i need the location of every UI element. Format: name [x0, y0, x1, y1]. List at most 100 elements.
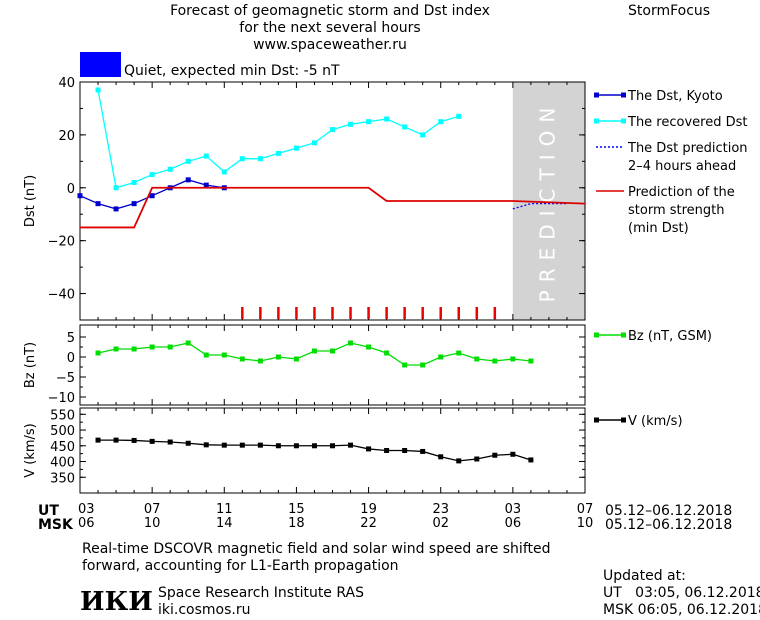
msk-label: MSK: [38, 517, 73, 533]
data-point: [203, 182, 209, 188]
status-text: Quiet, expected min Dst: -5 nT: [124, 63, 340, 79]
data-point: [420, 132, 426, 138]
data-point: [456, 458, 462, 464]
panel-frame: [79, 324, 586, 406]
ut-tick-label: 15: [288, 502, 305, 517]
data-point: [185, 340, 191, 346]
y-tick-label: −10: [48, 391, 75, 406]
ut-tick-label: 19: [360, 502, 377, 517]
data-point: [311, 348, 317, 354]
y-tick-label: 550: [50, 408, 75, 423]
data-point: [149, 344, 155, 350]
data-point: [275, 150, 281, 156]
bz-panel: 5 0 −5 −10 Bz (nT): [23, 324, 586, 406]
data-point: [528, 358, 534, 364]
data-point: [348, 442, 354, 448]
data-point: [510, 451, 516, 457]
data-point: [257, 442, 263, 448]
date-range-msk: 05.12–06.12.2018: [605, 517, 733, 533]
data-point: [131, 201, 137, 207]
data-point: [330, 443, 335, 449]
legend-marker: [621, 417, 626, 423]
data-point: [456, 350, 462, 356]
series-line: [512, 202, 567, 210]
data-point: [438, 454, 444, 460]
updated-label: Updated at:: [603, 568, 686, 584]
legend-storm-strength: storm strength: [628, 203, 725, 218]
msk-tick-label: 10: [577, 516, 594, 531]
legend-bz: Bz (nT, GSM): [628, 329, 712, 344]
updated-msk: MSK 06:05, 06.12.2018: [603, 602, 760, 618]
data-point: [330, 127, 335, 133]
panel-frame: [79, 407, 586, 494]
data-point: [167, 166, 173, 172]
data-point: [95, 437, 101, 443]
y-tick-label: 500: [50, 424, 75, 439]
legend-marker: [621, 332, 626, 338]
data-point: [348, 340, 354, 346]
data-point: [275, 443, 281, 449]
data-point: [456, 113, 462, 119]
data-point: [438, 119, 444, 125]
chart-title-line2: for the next several hours: [239, 20, 421, 36]
chart-title-line1: Forecast of geomagnetic storm and Dst in…: [170, 3, 490, 19]
data-point: [239, 156, 245, 162]
data-point: [366, 344, 372, 350]
legend-dst-kyoto: The Dst, Kyoto: [627, 89, 723, 104]
data-point: [402, 362, 408, 368]
data-point: [239, 356, 245, 362]
y-tick-label: 400: [50, 456, 75, 471]
data-point: [203, 352, 209, 358]
data-point: [131, 437, 137, 443]
data-point: [420, 448, 426, 454]
y-axis-label: V (km/s): [23, 423, 38, 478]
legend-marker: [621, 118, 626, 124]
chart-title-line3: www.spaceweather.ru: [253, 37, 407, 53]
legend-marker: [594, 332, 599, 338]
data-point: [402, 448, 408, 453]
data-point: [113, 206, 119, 212]
series-line: [98, 439, 532, 462]
ut-tick-label: 23: [432, 502, 449, 517]
data-point: [293, 356, 299, 362]
ut-tick-label: 03: [505, 502, 522, 517]
data-point: [492, 452, 498, 458]
data-point: [275, 354, 281, 360]
dst-panel: PREDICTION 40 20 0 −20 −40 Dst (nT): [23, 76, 586, 321]
legend-marker: [594, 118, 599, 124]
data-point: [149, 193, 155, 199]
y-tick-label: 350: [50, 471, 75, 486]
data-point: [420, 362, 426, 368]
legend: The Dst, Kyoto The recovered Dst The Dst p…: [594, 89, 748, 429]
y-tick-label: 450: [50, 440, 75, 455]
msk-tick-label: 06: [505, 516, 522, 531]
y-tick-label: 40: [58, 76, 75, 91]
time-axis: 03 07 11 15 19 23 03 07 06 10 14 18 22 02 06 10: [78, 502, 593, 531]
data-point: [311, 443, 317, 449]
data-point: [185, 158, 191, 164]
data-point: [185, 177, 191, 183]
msk-tick-label: 10: [144, 516, 161, 531]
prediction-label: PREDICTION: [535, 100, 559, 303]
ut-tick-label: 07: [144, 502, 161, 517]
institute-name: Space Research Institute RAS: [158, 585, 364, 601]
ut-label: UT: [38, 503, 59, 519]
status-color-swatch: [80, 52, 121, 77]
legend-v: V (km/s): [628, 414, 683, 429]
data-point: [366, 119, 372, 125]
legend-marker: [594, 417, 599, 423]
msk-tick-label: 22: [360, 516, 377, 531]
data-point: [131, 346, 137, 352]
data-point: [167, 439, 173, 445]
legend-recovered-dst: The recovered Dst: [627, 115, 747, 130]
data-point: [474, 356, 480, 362]
data-point: [384, 448, 390, 453]
data-point: [330, 348, 335, 354]
data-point: [221, 169, 227, 175]
date-range-ut: 05.12–06.12.2018: [605, 503, 733, 519]
data-point: [348, 121, 354, 127]
data-point: [311, 140, 317, 146]
data-point: [185, 440, 191, 446]
data-point: [384, 116, 390, 122]
